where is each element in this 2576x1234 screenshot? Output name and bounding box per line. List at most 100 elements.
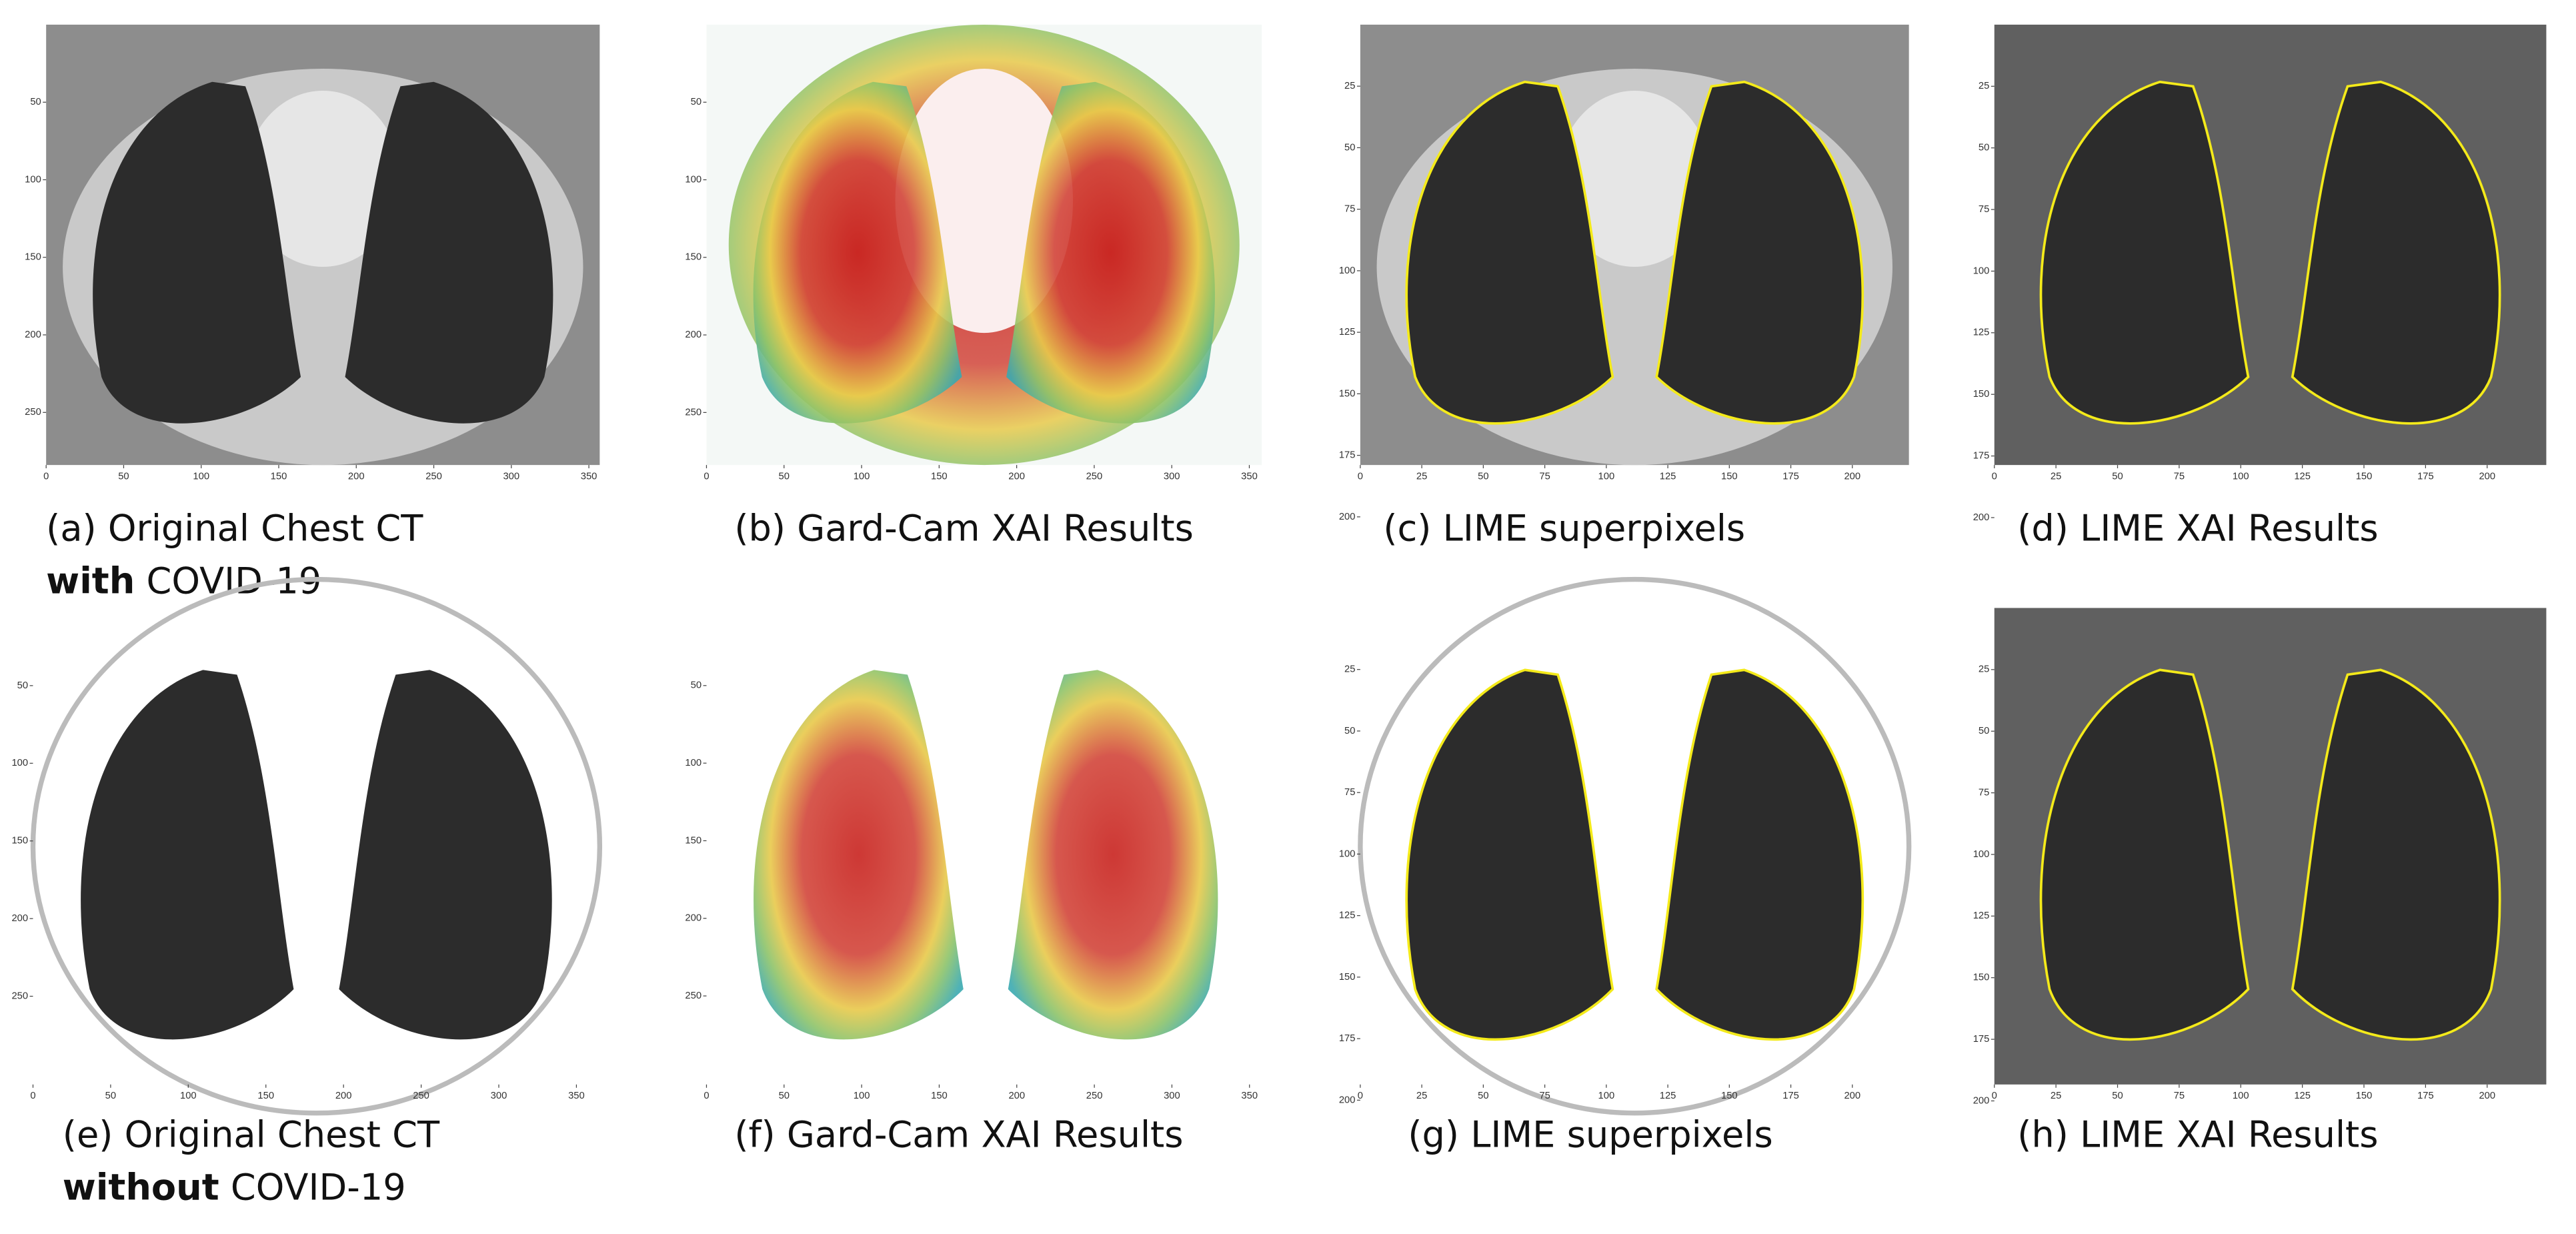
lung [345, 81, 553, 424]
caption: (h) LIME XAI Results [2017, 1113, 2378, 1155]
x-tick-label: 100 [2233, 471, 2249, 482]
x-tick-label: 75 [2174, 1091, 2185, 1101]
y-tick-label: 150 [1339, 388, 1356, 399]
x-tick-label: 50 [105, 1091, 116, 1101]
x-tick-label: 0 [1358, 1091, 1363, 1101]
y-tick-label: 25 [1344, 81, 1355, 91]
caption: (b) Gard-Cam XAI Results [734, 507, 1193, 549]
x-tick-label: 175 [1782, 1091, 1799, 1101]
x-tick-label: 200 [335, 1091, 352, 1101]
y-tick-label: 100 [1339, 265, 1356, 276]
y-tick-label: 125 [1973, 328, 1990, 338]
x-tick-label: 75 [2174, 471, 2185, 482]
x-tick-label: 300 [1164, 1091, 1180, 1101]
x-tick-label: 200 [1008, 471, 1025, 482]
y-tick-label: 125 [1339, 327, 1356, 338]
panel: 0 25 50 75 100 125 150 175 200 25 50 75 100 125 150 175… [1973, 24, 2547, 549]
heart [1558, 90, 1712, 267]
y-tick-label: 75 [1979, 787, 1989, 798]
caption-bold: without [63, 1166, 219, 1208]
lung [2039, 668, 2250, 1041]
x-tick-label: 150 [2356, 471, 2373, 482]
y-tick-label: 100 [1339, 848, 1356, 859]
lung [1008, 670, 1218, 1040]
body [30, 576, 603, 1116]
caption: (e) Original Chest CT [63, 1113, 440, 1155]
lung [1655, 668, 1864, 1041]
x-tick-label: 300 [503, 471, 519, 482]
caption-line: with COVID-19 [46, 560, 321, 602]
y-tick-label: 50 [691, 97, 702, 107]
x-tick-label: 200 [2479, 1091, 2495, 1101]
panel: 0 50 100 150 200 250 300 350 50 100 150 200 250 (a) O… [25, 24, 600, 602]
x-tick-label: 150 [257, 1091, 274, 1101]
y-tick-label: 50 [1344, 726, 1355, 736]
y-tick-label: 50 [30, 97, 41, 107]
x-tick-label: 150 [931, 471, 948, 482]
x-tick-label: 250 [425, 471, 442, 482]
y-tick-label: 100 [11, 758, 28, 768]
y-tick-label: 25 [1979, 664, 1989, 675]
y-tick-label: 200 [1973, 512, 1990, 523]
y-tick-label: 200 [685, 330, 702, 340]
x-tick-label: 100 [193, 471, 209, 482]
y-tick-label: 125 [1973, 910, 1990, 921]
x-tick-label: 250 [1086, 471, 1103, 482]
x-tick-label: 100 [1598, 1091, 1615, 1101]
y-tick-label: 200 [25, 330, 41, 340]
x-tick-label: 75 [1539, 471, 1550, 482]
y-tick-label: 100 [1973, 849, 1990, 860]
y-tick-label: 175 [1973, 1034, 1990, 1045]
x-tick-label: 0 [704, 1091, 709, 1101]
body [1358, 576, 1912, 1116]
y-tick-label: 150 [25, 252, 41, 263]
lung [2291, 668, 2501, 1041]
x-tick-label: 25 [1416, 471, 1427, 482]
x-tick-label: 50 [118, 471, 129, 482]
x-tick-label: 125 [2294, 1091, 2311, 1101]
lung [1655, 80, 1864, 425]
x-tick-label: 0 [704, 471, 709, 482]
y-tick-label: 150 [685, 835, 702, 846]
caption: (f) Gard-Cam XAI Results [734, 1113, 1183, 1155]
x-tick-label: 0 [43, 471, 49, 482]
x-tick-label: 125 [1660, 471, 1676, 482]
y-tick-label: 100 [685, 758, 702, 768]
lung [1405, 668, 1614, 1041]
x-tick-label: 350 [1241, 471, 1258, 482]
x-tick-label: 175 [2417, 1091, 2434, 1101]
y-tick-label: 100 [685, 174, 702, 185]
lung [1405, 80, 1614, 425]
x-tick-label: 50 [779, 1091, 790, 1101]
x-tick-label: 150 [1721, 1091, 1738, 1101]
x-tick-label: 25 [1416, 1091, 1427, 1101]
panel: 0 50 100 150 200 250 300 350 50 100 150 200 250 (e) O… [11, 576, 603, 1208]
y-tick-label: 200 [11, 913, 28, 924]
y-tick-label: 75 [1979, 204, 1989, 215]
x-tick-label: 150 [271, 471, 287, 482]
y-tick-label: 150 [1973, 973, 1990, 983]
lung [1006, 81, 1215, 424]
lung [93, 81, 301, 424]
x-tick-label: 200 [348, 471, 365, 482]
x-tick-label: 175 [1782, 471, 1799, 482]
x-tick-label: 0 [30, 1091, 35, 1101]
panel: 0 25 50 75 100 125 150 175 200 25 50 75 100 125 150 175… [1973, 608, 2547, 1155]
lung [2039, 80, 2250, 425]
y-tick-label: 100 [25, 174, 41, 185]
y-tick-label: 250 [685, 407, 702, 418]
x-tick-label: 75 [1539, 1091, 1550, 1101]
y-tick-label: 175 [1339, 1033, 1356, 1044]
x-tick-label: 200 [1008, 1091, 1025, 1101]
caption: (a) Original Chest CT [46, 507, 423, 549]
x-tick-label: 150 [2356, 1091, 2373, 1101]
x-tick-label: 100 [854, 1091, 870, 1101]
lung [2291, 80, 2501, 425]
y-tick-label: 150 [11, 836, 28, 846]
panel: 0 50 100 150 200 250 300 350 50 100 150 200 250 (b) G… [685, 24, 1262, 549]
heart [245, 90, 401, 267]
y-tick-label: 250 [11, 991, 28, 1001]
y-tick-label: 250 [25, 407, 41, 418]
y-tick-label: 25 [1344, 664, 1355, 675]
